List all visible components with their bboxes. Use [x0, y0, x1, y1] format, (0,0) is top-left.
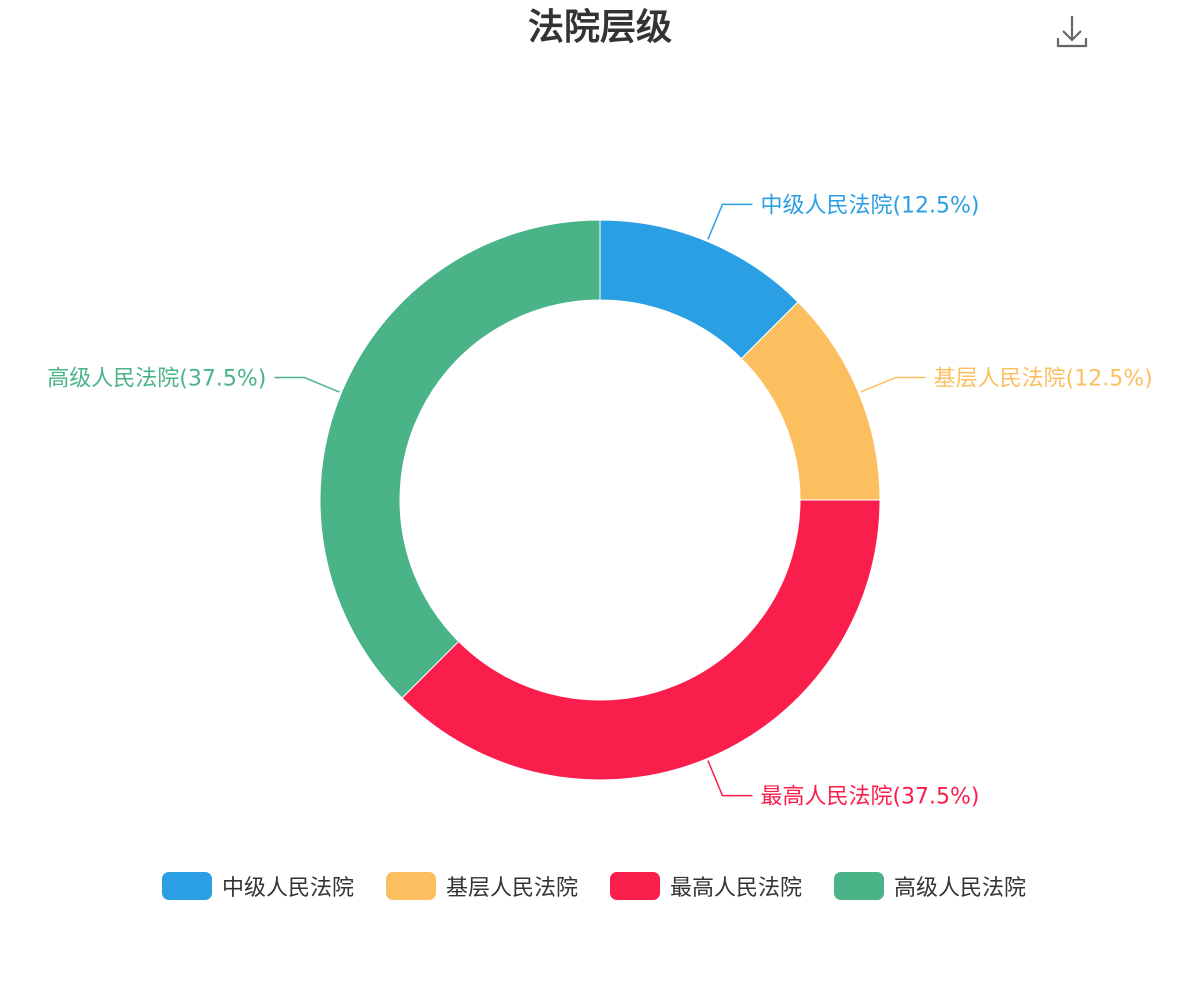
slice-label: 基层人民法院(12.5%) [934, 367, 1153, 392]
download-button[interactable] [1052, 12, 1092, 52]
legend: 中级人民法院 基层人民法院 最高人民法院 高级人民法院 [0, 868, 1200, 908]
legend-label: 中级人民法院 [222, 876, 355, 901]
label-leader-line [274, 376, 340, 393]
legend-swatch [162, 872, 212, 900]
chart-title: 法院层级 [527, 7, 672, 48]
legend-swatch [834, 872, 884, 900]
label-leader-line [860, 376, 926, 393]
pie-slice[interactable] [319, 219, 601, 699]
legend-label: 基层人民法院 [446, 876, 579, 901]
donut-chart: 中级人民法院(12.5%) 基层人民法院(12.5%) 最高人民法院(37.5%) 高… [47, 193, 1153, 810]
legend-swatch [386, 872, 436, 900]
label-leader-line [707, 203, 753, 240]
legend-item[interactable]: 基层人民法院 [386, 868, 578, 904]
label-leader-line [707, 760, 753, 797]
legend-item[interactable]: 高级人民法院 [834, 868, 1026, 904]
slice-label: 高级人民法院(37.5%) [47, 367, 266, 392]
legend-item[interactable]: 最高人民法院 [610, 868, 802, 904]
legend-label: 高级人民法院 [894, 876, 1027, 901]
slice-label: 中级人民法院(12.5%) [760, 193, 979, 218]
download-icon [1056, 16, 1088, 48]
legend-label: 最高人民法院 [670, 876, 803, 901]
slice-label: 最高人民法院(37.5%) [760, 785, 979, 810]
pie-slice[interactable] [401, 499, 881, 781]
legend-item[interactable]: 中级人民法院 [162, 868, 354, 904]
legend-swatch [610, 872, 660, 900]
